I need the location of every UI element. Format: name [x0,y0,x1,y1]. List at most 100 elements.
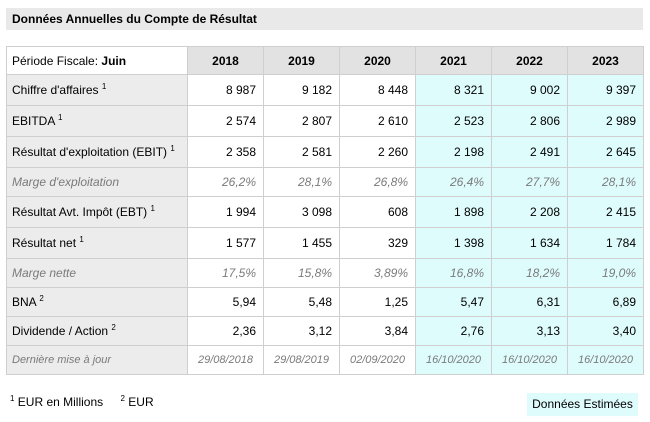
row-label-text: Marge nette [12,266,77,280]
year-header-3: 2021 [415,46,492,75]
value-cell: 5,48 [263,287,340,317]
value-cell: 29/08/2018 [187,345,264,375]
footnote-ref: 1 [170,144,175,153]
estimated-data-legend: Données Estimées [527,393,638,416]
value-cell: 3,40 [567,316,644,346]
row-label: Résultat d'exploitation (EBIT) 1 [6,136,188,168]
row-label-text: Résultat Avt. Impôt (EBT) [12,205,148,219]
table-row: Marge d'exploitation 26,2% 28,1% 26,8% 26,4%… [6,167,644,197]
value-cell: 28,1% [263,167,340,197]
value-cell: 5,94 [187,287,264,317]
income-statement-table: Période Fiscale: Juin 2018 2019 2020 2021 20… [6,46,644,375]
value-cell: 2 574 [187,105,264,137]
value-cell: 02/09/2020 [339,345,416,375]
value-cell: 16/10/2020 [567,345,644,375]
fiscal-period-value: Juin [101,53,127,68]
row-label: Résultat net 1 [6,227,188,259]
value-cell: 1 634 [491,227,568,259]
year-header-0: 2018 [187,46,264,75]
value-cell: 2 645 [567,136,644,168]
value-cell: 19,0% [567,258,644,288]
value-cell: 28,1% [567,167,644,197]
value-cell: 26,4% [415,167,492,197]
row-label-text: Marge d'exploitation [12,175,120,189]
value-cell: 16/10/2020 [491,345,568,375]
value-cell: 329 [339,227,416,259]
row-label-text: BNA [12,295,37,309]
value-cell: 1,25 [339,287,416,317]
value-cell: 2 491 [491,136,568,168]
footnote-ref: 1 [58,113,63,122]
value-cell: 2,36 [187,316,264,346]
year-header-2: 2020 [339,46,416,75]
year-header-4: 2022 [491,46,568,75]
value-cell: 2,76 [415,316,492,346]
value-cell: 2 523 [415,105,492,137]
table-row: BNA 2 5,94 5,48 1,25 5,47 6,31 6,89 [6,287,644,317]
fiscal-period-cell: Période Fiscale: Juin [6,46,188,75]
row-label: BNA 2 [6,287,188,317]
value-cell: 9 002 [491,74,568,106]
value-cell: 1 455 [263,227,340,259]
value-cell: 608 [339,196,416,228]
value-cell: 17,5% [187,258,264,288]
row-label-text: Résultat net [12,236,77,250]
value-cell: 2 610 [339,105,416,137]
row-label: Dernière mise à jour [6,345,188,375]
footnote-ref: 1 [150,204,155,213]
value-cell: 15,8% [263,258,340,288]
value-cell: 8 321 [415,74,492,106]
value-cell: 3,89% [339,258,416,288]
value-cell: 2 208 [491,196,568,228]
value-cell: 5,47 [415,287,492,317]
table-row: Dernière mise à jour 29/08/2018 29/08/2019… [6,345,644,375]
row-label: Marge d'exploitation [6,167,188,197]
footnote-ref: 1 [79,235,84,244]
value-cell: 6,31 [491,287,568,317]
section-title: Données Annuelles du Compte de Résultat [6,8,643,30]
row-label: Marge nette [6,258,188,288]
value-cell: 9 182 [263,74,340,106]
value-cell: 16,8% [415,258,492,288]
fiscal-period-label: Période Fiscale: [12,53,99,68]
value-cell: 8 987 [187,74,264,106]
value-cell: 1 577 [187,227,264,259]
value-cell: 1 398 [415,227,492,259]
row-label: Chiffre d'affaires 1 [6,74,188,106]
value-cell: 2 581 [263,136,340,168]
value-cell: 16/10/2020 [415,345,492,375]
row-label: Résultat Avt. Impôt (EBT) 1 [6,196,188,228]
row-label: EBITDA 1 [6,105,188,137]
footnote-ref: 2 [111,323,116,332]
value-cell: 2 806 [491,105,568,137]
value-cell: 18,2% [491,258,568,288]
value-cell: 3 098 [263,196,340,228]
value-cell: 3,84 [339,316,416,346]
table-row: Dividende / Action 2 2,36 3,12 3,84 2,76 3,13… [6,316,644,346]
value-cell: 26,2% [187,167,264,197]
value-cell: 1 898 [415,196,492,228]
value-cell: 1 784 [567,227,644,259]
row-label-text: Dernière mise à jour [12,354,112,366]
value-cell: 2 260 [339,136,416,168]
footnote-1: 1 EUR en Millions [10,394,104,410]
row-label: Dividende / Action 2 [6,316,188,346]
value-cell: 2 358 [187,136,264,168]
value-cell: 2 807 [263,105,340,137]
year-header-5: 2023 [567,46,644,75]
value-cell: 2 198 [415,136,492,168]
value-cell: 26,8% [339,167,416,197]
footnote-2: 2 EUR [120,394,154,410]
value-cell: 3,12 [263,316,340,346]
value-cell: 8 448 [339,74,416,106]
value-cell: 3,13 [491,316,568,346]
year-header-1: 2019 [263,46,340,75]
footnotes: 1 EUR en Millions 2 EUR [10,394,154,410]
value-cell: 6,89 [567,287,644,317]
row-label-text: Chiffre d'affaires [12,83,99,97]
